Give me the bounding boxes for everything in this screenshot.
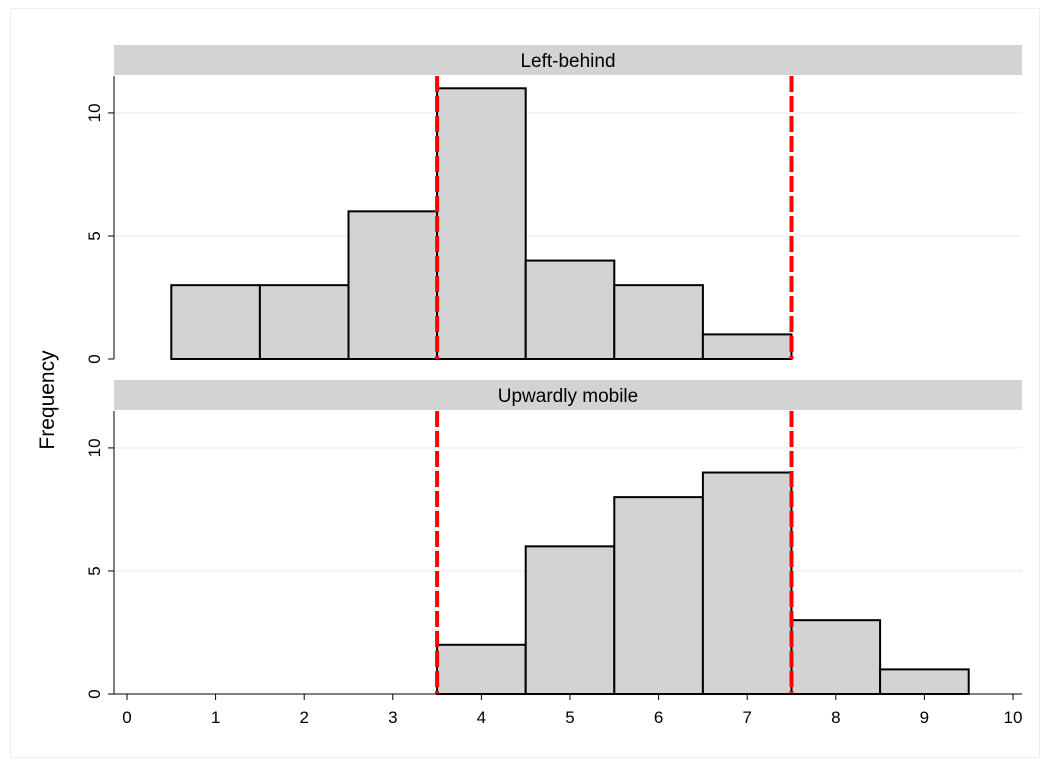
x-tick-label: 1 <box>211 708 220 727</box>
histogram-bar <box>258 284 350 361</box>
panel-title: Upwardly mobile <box>498 386 638 407</box>
y-tick-label: 5 <box>85 566 104 575</box>
x-tick-label: 6 <box>654 708 663 727</box>
histogram-bar <box>436 87 527 360</box>
x-tick-label: 2 <box>299 708 308 727</box>
x-tick-label: 7 <box>742 708 751 727</box>
histogram-bar <box>613 496 704 695</box>
histogram-bar <box>879 668 970 695</box>
histogram-bar <box>701 333 793 360</box>
y-tick-label: 0 <box>85 354 104 363</box>
x-tick-label: 4 <box>477 708 486 727</box>
y-axis-label: Frequency <box>36 350 59 450</box>
histogram-bar <box>790 619 882 695</box>
x-tick-label: 9 <box>920 708 929 727</box>
panel-strip <box>114 380 1022 410</box>
histogram-bar <box>701 471 793 695</box>
panel-title: Left-behind <box>520 51 615 72</box>
y-tick-label: 10 <box>85 103 104 122</box>
x-tick-label: 3 <box>388 708 397 727</box>
y-tick-label: 0 <box>85 689 104 698</box>
panel-strip <box>114 45 1022 75</box>
figure-frame <box>10 8 1040 758</box>
histogram-bar <box>436 643 527 695</box>
histogram-bar <box>524 259 616 360</box>
x-tick-label: 10 <box>1004 708 1023 727</box>
x-tick-label: 5 <box>565 708 574 727</box>
histogram-bar <box>524 545 616 696</box>
y-tick-label: 5 <box>85 231 104 240</box>
y-tick-label: 10 <box>85 438 104 457</box>
x-tick-label: 0 <box>122 708 131 727</box>
histogram-bar <box>170 284 261 361</box>
histogram-bar <box>347 210 439 360</box>
x-tick-label: 8 <box>831 708 840 727</box>
histogram-bar <box>613 284 704 361</box>
